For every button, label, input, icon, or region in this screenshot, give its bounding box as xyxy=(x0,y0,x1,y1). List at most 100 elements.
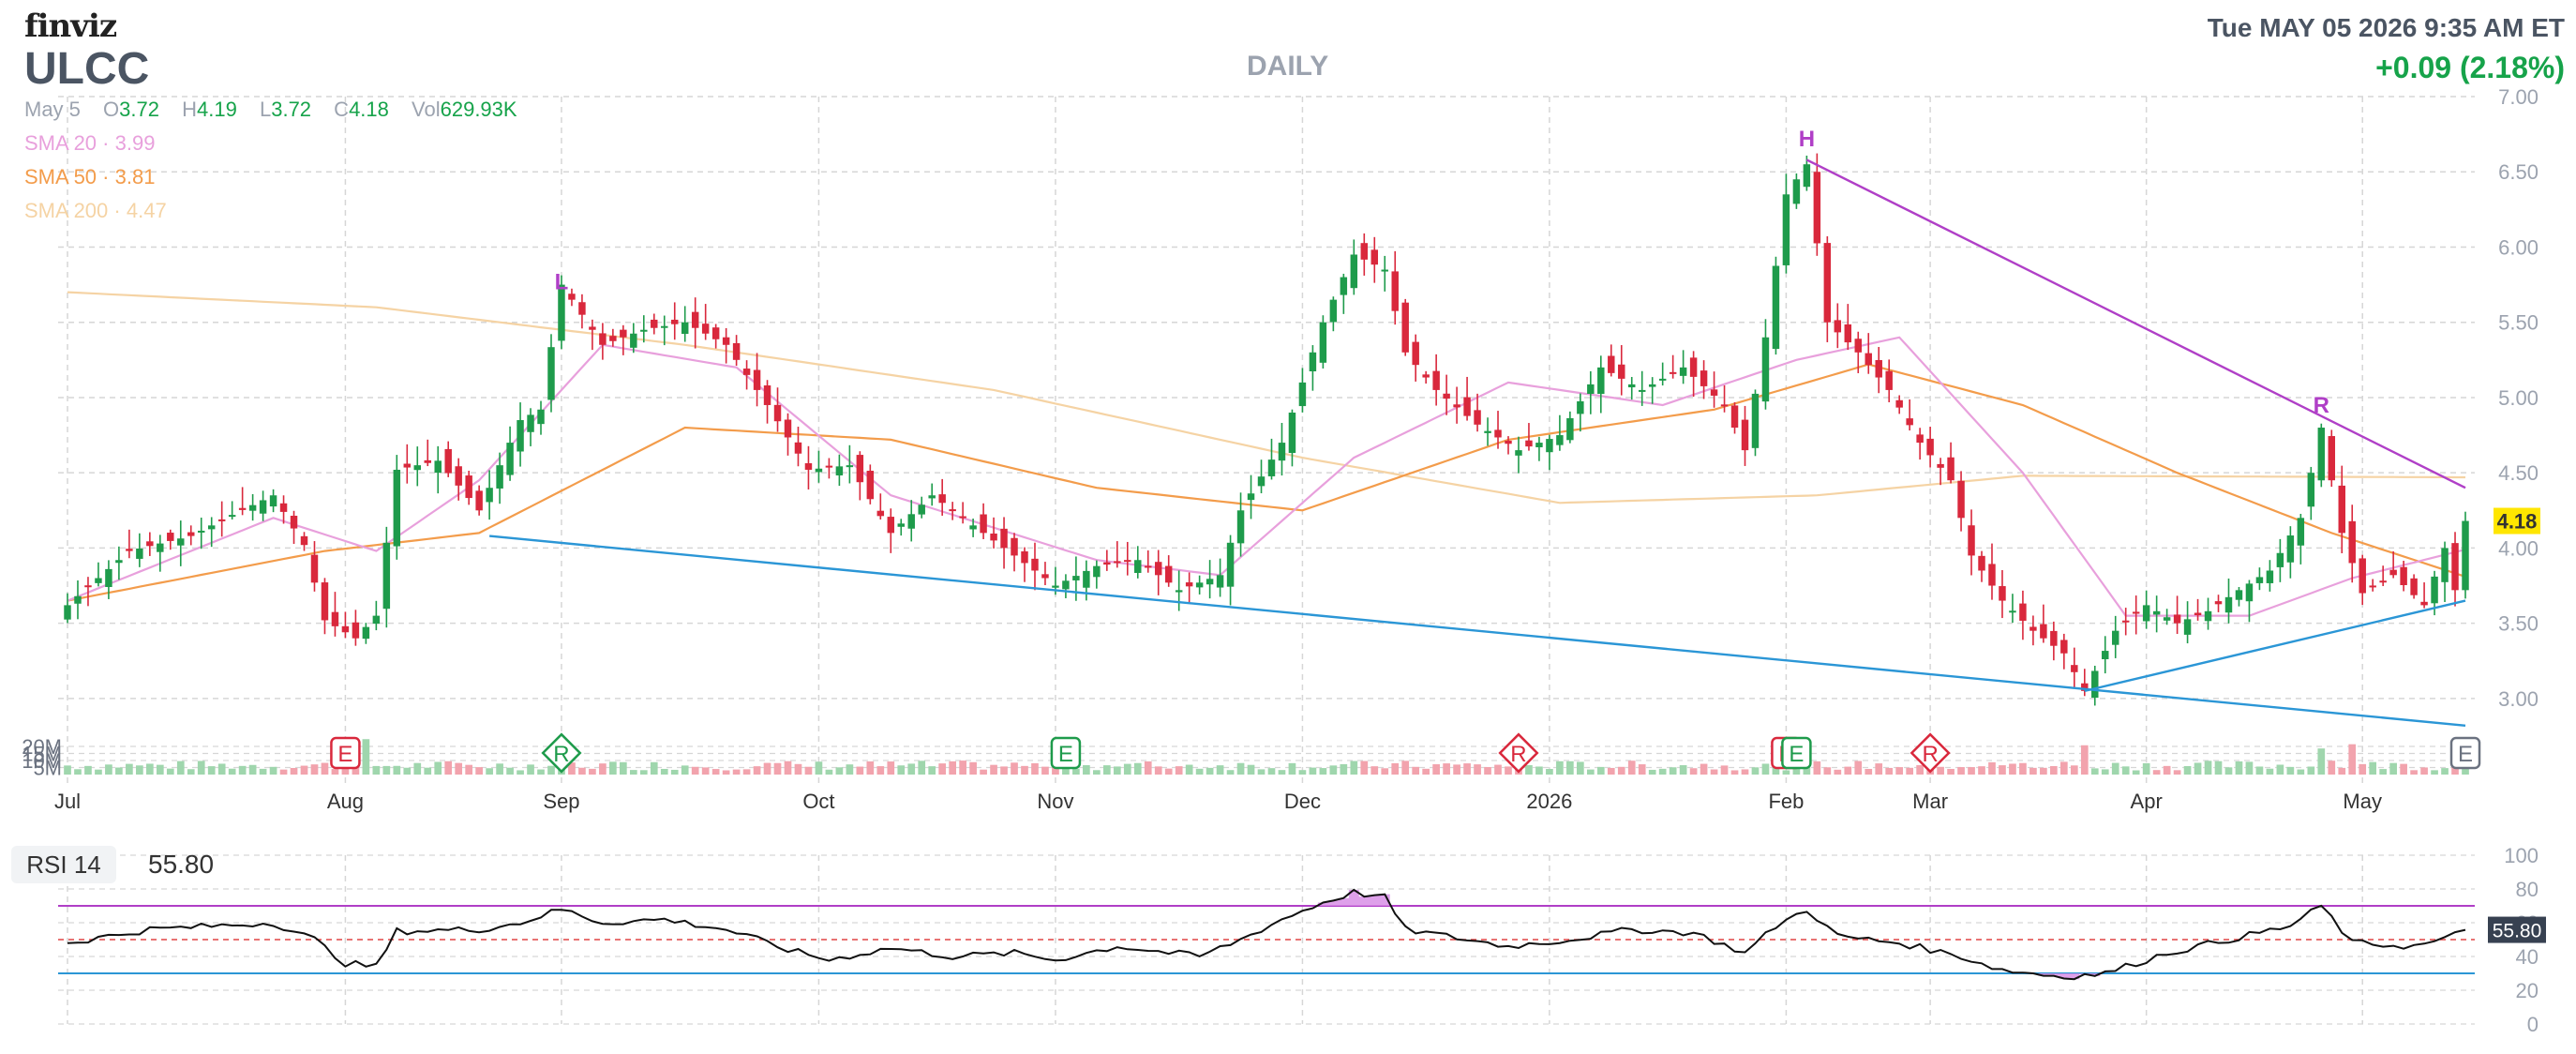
event-marker-E[interactable]: E xyxy=(1050,736,1082,770)
volume-bar xyxy=(1607,767,1615,775)
candle-body xyxy=(753,369,761,390)
volume-bar xyxy=(238,765,247,775)
event-marker-shape xyxy=(1910,732,1951,774)
volume-bar xyxy=(126,763,133,775)
event-marker-R[interactable]: R xyxy=(1910,732,1951,774)
candle-body xyxy=(248,504,257,511)
volume-bar xyxy=(2152,770,2161,775)
candle-body xyxy=(1978,555,1985,571)
volume-bar xyxy=(1340,763,1348,775)
candle-body xyxy=(157,543,164,552)
candle-body xyxy=(1710,389,1718,396)
candle-body xyxy=(310,554,319,583)
candle-body xyxy=(1412,341,1419,366)
candle-body xyxy=(321,582,329,621)
candle-body xyxy=(1638,389,1646,392)
volume-bar xyxy=(1658,768,1667,775)
volume-bar xyxy=(1412,766,1420,775)
sma50-value: 3.81 xyxy=(114,165,156,188)
candle-body xyxy=(300,535,308,546)
candle-body xyxy=(341,625,350,633)
volume-bar xyxy=(1978,766,1985,775)
candle-body xyxy=(1011,537,1018,556)
candle-body xyxy=(1432,370,1440,390)
volume-bar xyxy=(1720,765,1729,775)
candle-body xyxy=(2276,552,2284,567)
volume-bar xyxy=(1546,769,1553,775)
event-marker-E[interactable]: E xyxy=(330,736,361,770)
candle-body xyxy=(1515,450,1522,456)
volume-bar xyxy=(1164,768,1173,775)
event-marker-shape xyxy=(1781,736,1812,770)
month-label: Feb xyxy=(1768,790,1804,813)
volume-bar xyxy=(1195,768,1204,775)
volume-bar xyxy=(269,766,277,775)
volume-bar xyxy=(866,760,875,775)
month-label: Sep xyxy=(543,790,579,813)
candle-body xyxy=(1062,580,1070,590)
volume-bar xyxy=(1854,760,1863,775)
volume-bar xyxy=(64,765,71,775)
volume-bar xyxy=(650,761,658,775)
volume-bar xyxy=(187,769,195,775)
sma20-legend[interactable]: SMA 20 · 3.99 xyxy=(24,131,156,155)
candle-body xyxy=(1288,412,1296,454)
volume-bar xyxy=(1875,763,1883,775)
candle-body xyxy=(2410,578,2418,595)
event-marker-shape xyxy=(1498,732,1539,774)
event-marker-E[interactable]: E xyxy=(1781,736,1812,770)
candle-body xyxy=(1834,320,1842,333)
candle-body xyxy=(2451,543,2459,591)
event-marker-R[interactable]: R xyxy=(1498,732,1539,774)
sma50-legend[interactable]: SMA 50 · 3.81 xyxy=(24,165,156,188)
volume-bar xyxy=(1556,760,1564,775)
candle-body xyxy=(589,326,596,330)
volume-bar xyxy=(1895,767,1904,775)
candle-body xyxy=(1124,560,1131,563)
candle-body xyxy=(1895,399,1903,408)
finviz-logo[interactable]: finviz xyxy=(24,8,117,45)
event-marker-E[interactable]: E xyxy=(2449,736,2481,770)
candle-body xyxy=(228,515,236,518)
volume-bar xyxy=(321,762,329,775)
volume-bar xyxy=(1937,766,1944,775)
candle-body xyxy=(1257,476,1266,487)
volume-bar xyxy=(2040,767,2047,775)
open-label: O xyxy=(103,98,120,121)
candle-body xyxy=(928,495,936,499)
candle-body xyxy=(1782,194,1790,265)
volume-bar xyxy=(1011,762,1018,775)
candle-body xyxy=(2214,601,2223,605)
candle-body xyxy=(1577,400,1584,414)
volume-bar xyxy=(362,739,370,775)
candle-body xyxy=(1145,565,1152,568)
sma50-label: SMA 50 xyxy=(24,165,97,188)
volume-tick-label: 15M xyxy=(22,743,62,766)
volume-bar xyxy=(506,767,514,775)
candle-body xyxy=(671,319,679,324)
rsi-label[interactable]: RSI 14 xyxy=(11,846,116,883)
sma200-legend[interactable]: SMA 200 · 4.47 xyxy=(24,199,167,222)
volume-bar xyxy=(527,764,534,775)
volume-bar xyxy=(176,760,185,775)
candle-body xyxy=(1906,418,1913,426)
volume-bar xyxy=(1999,765,2006,775)
candle-body xyxy=(1164,565,1173,583)
candle-body xyxy=(887,517,895,534)
candle-body xyxy=(1484,430,1491,433)
volume-bar xyxy=(990,764,997,775)
volume-bar xyxy=(599,763,607,775)
volume-value: 629.93K xyxy=(440,98,517,121)
volume-bar xyxy=(1957,767,1965,775)
candles xyxy=(64,153,2469,706)
event-marker-R[interactable]: R xyxy=(541,732,582,774)
candle-body xyxy=(1072,576,1080,580)
volume-bar xyxy=(1021,765,1028,775)
volume-bar xyxy=(341,765,350,775)
volume-bar xyxy=(2431,770,2438,775)
month-label: Apr xyxy=(2131,790,2163,813)
candle-body xyxy=(2040,624,2047,639)
volume-bar xyxy=(105,764,112,775)
timeframe-label[interactable]: DAILY xyxy=(1247,51,1329,82)
